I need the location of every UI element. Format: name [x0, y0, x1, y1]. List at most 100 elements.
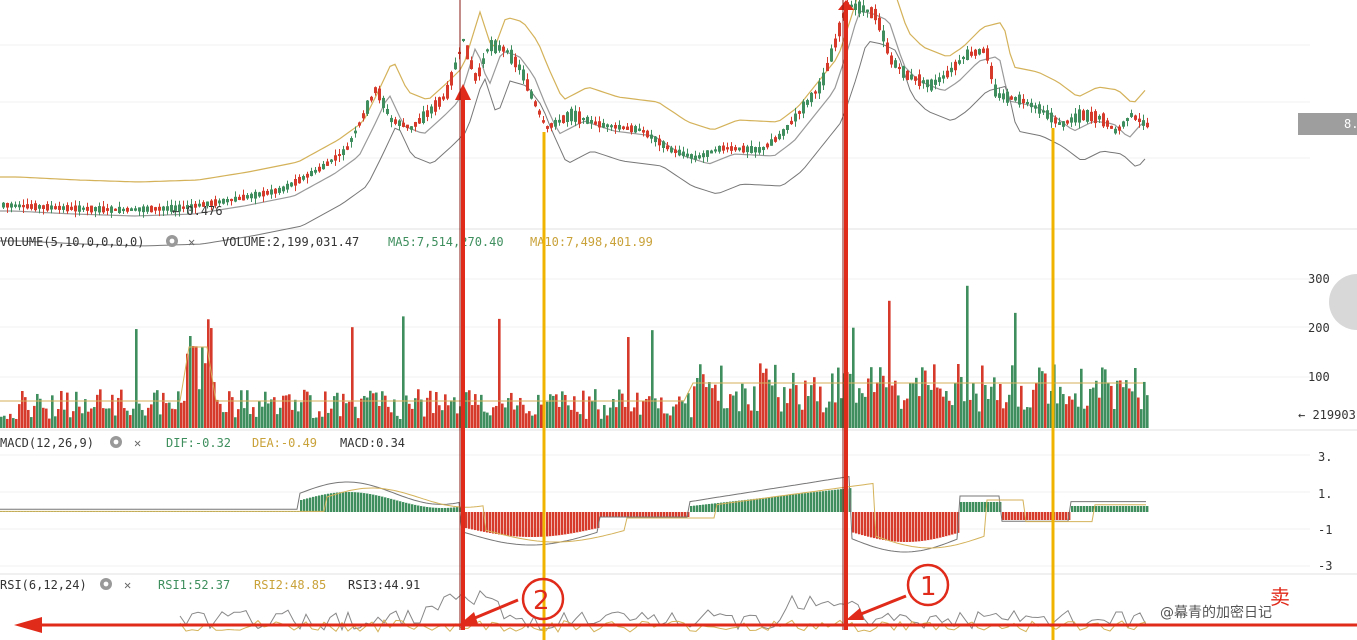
volume-bar — [768, 379, 771, 428]
candle-body — [594, 121, 597, 125]
candle-body — [954, 61, 957, 71]
macd-histogram-bar — [558, 512, 561, 536]
volume-bar — [66, 392, 69, 428]
candle-body — [38, 205, 41, 209]
macd-histogram-bar — [441, 507, 444, 512]
macd-histogram-bar — [819, 491, 822, 512]
gear-icon[interactable] — [166, 235, 178, 247]
volume-bar — [708, 381, 711, 428]
volume-bar — [1128, 388, 1131, 428]
volume-bar — [534, 414, 537, 428]
volume-bar — [915, 377, 918, 428]
volume-bar — [1017, 406, 1020, 428]
macd-histogram-bar — [501, 512, 504, 535]
macd-histogram-bar — [447, 507, 450, 512]
candle-body — [626, 126, 629, 130]
macd-histogram-bar — [804, 493, 807, 512]
volume-bar — [885, 387, 888, 428]
candle-body — [254, 191, 257, 199]
close-icon[interactable]: ✕ — [188, 235, 195, 249]
macd-histogram-bar — [585, 512, 588, 531]
gear-icon[interactable] — [100, 578, 112, 590]
macd-histogram-bar — [1116, 506, 1119, 512]
macd-histogram-bar — [309, 497, 312, 512]
close-icon[interactable]: ✕ — [134, 436, 141, 450]
close-icon[interactable]: ✕ — [124, 578, 131, 592]
macd-histogram-bar — [1002, 512, 1005, 520]
volume-bar — [216, 399, 219, 428]
volume-bar — [624, 406, 627, 428]
macd-histogram-bar — [372, 494, 375, 512]
macd-tick-label: 1. — [1318, 487, 1332, 501]
candle-body — [442, 96, 445, 100]
volume-bar — [87, 411, 90, 428]
macd-histogram-bar — [828, 490, 831, 512]
volume-bar — [168, 402, 171, 428]
candle-body — [686, 153, 689, 157]
macd-histogram-bar — [438, 507, 441, 512]
volume-bar — [957, 364, 960, 428]
volume-bar — [45, 408, 48, 428]
macd-histogram-bar — [813, 492, 816, 512]
macd-histogram-bar — [603, 512, 606, 517]
candle-body — [326, 161, 329, 166]
gear-icon[interactable] — [110, 436, 122, 448]
macd-histogram-bar — [774, 496, 777, 512]
candle-body — [778, 133, 781, 140]
red-arrowhead — [838, 0, 854, 10]
volume-bar — [471, 405, 474, 428]
candle-body — [1146, 122, 1149, 128]
candle-body — [678, 149, 681, 156]
macd-histogram-bar — [906, 512, 909, 542]
volume-bar — [903, 400, 906, 428]
candle-body — [238, 196, 241, 200]
macd-histogram-bar — [516, 512, 519, 537]
volume-bar — [615, 407, 618, 428]
volume-bar — [285, 395, 288, 428]
volume-bar — [372, 393, 375, 428]
macd-histogram-bar — [531, 512, 534, 537]
macd-histogram-bar — [327, 493, 330, 512]
candle-body — [218, 200, 221, 204]
candle-body — [278, 187, 281, 193]
volume-bar — [324, 391, 327, 428]
candle-body — [610, 125, 613, 128]
volume-bar — [630, 411, 633, 428]
macd-histogram-bar — [777, 496, 780, 512]
candle-body — [698, 155, 701, 159]
volume-bar — [840, 398, 843, 428]
candle-body — [738, 147, 741, 151]
candle-body — [406, 124, 409, 129]
candle-body — [1014, 97, 1017, 101]
volume-bar — [390, 412, 393, 428]
macd-histogram-bar — [1092, 506, 1095, 512]
volume-bar — [69, 417, 72, 428]
macd-histogram-bar — [1107, 506, 1110, 512]
macd-histogram-bar — [366, 493, 369, 512]
volume-bar — [588, 396, 591, 428]
candle-body — [794, 113, 797, 122]
volume-bar — [489, 415, 492, 428]
rsi2-readout: RSI2:48.85 — [254, 578, 326, 592]
volume-bar — [792, 372, 795, 428]
macd-histogram-bar — [771, 496, 774, 512]
volume-bar — [435, 392, 438, 428]
candle-body — [302, 176, 305, 180]
candle-body — [222, 198, 225, 204]
volume-bar — [438, 405, 441, 428]
candle-body — [918, 74, 921, 87]
macd-histogram-bar — [306, 498, 309, 512]
volume-bar — [366, 397, 369, 428]
candle-body — [366, 100, 369, 114]
candle-body — [930, 79, 933, 91]
volume-bar — [909, 383, 912, 428]
scroll-handle[interactable] — [1329, 274, 1357, 330]
macd-histogram-bar — [933, 512, 936, 539]
candle-body — [1066, 120, 1069, 124]
candle-body — [654, 136, 657, 143]
macd-histogram-bar — [966, 502, 969, 512]
volume-bar — [126, 410, 129, 428]
macd-histogram-bar — [489, 512, 492, 534]
volume-bar — [951, 405, 954, 428]
volume-bar — [690, 417, 693, 428]
